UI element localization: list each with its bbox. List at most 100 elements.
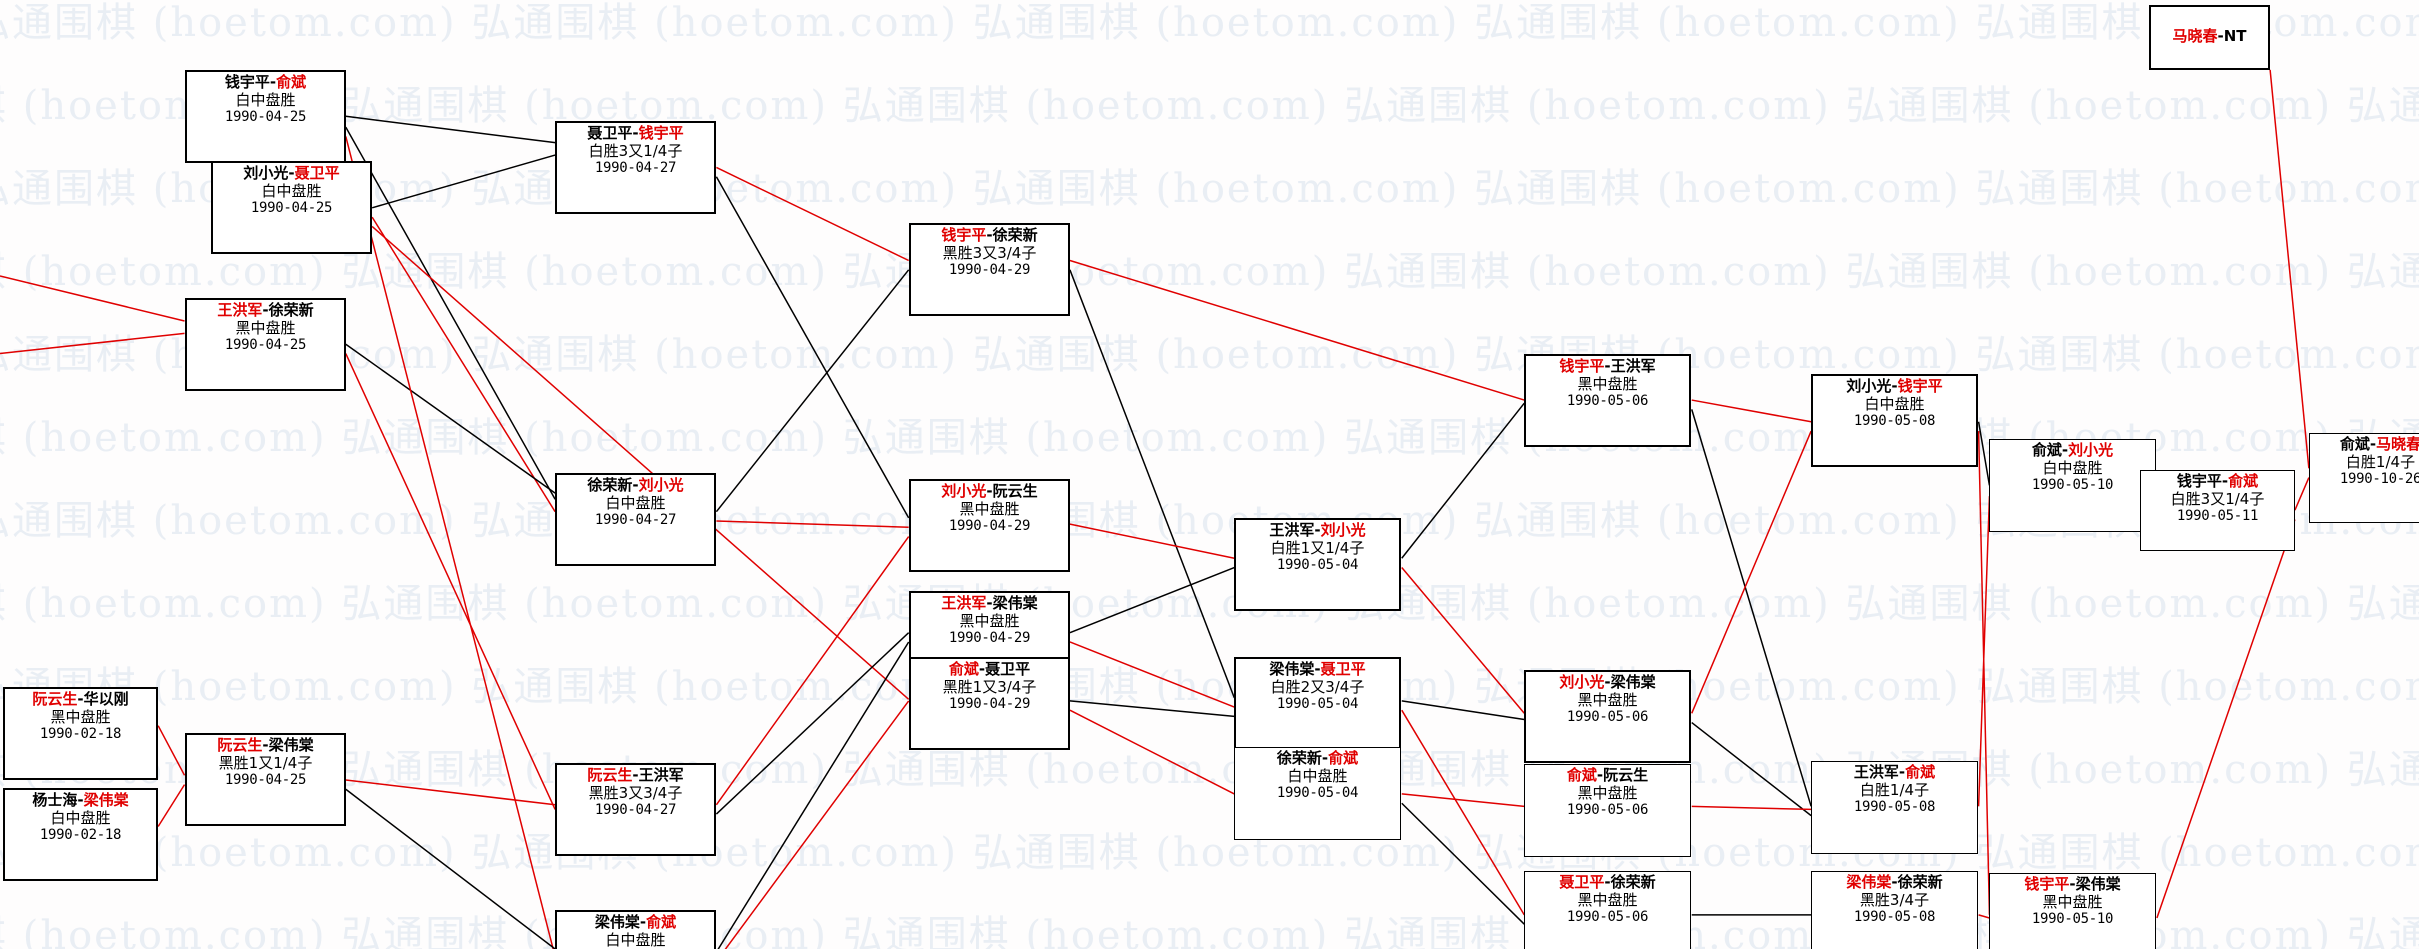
match-date: 1990-05-11 xyxy=(2176,508,2259,525)
match-date: 1990-05-04 xyxy=(1276,785,1359,802)
bracket-edge xyxy=(1979,496,1990,806)
match-node[interactable]: 刘小光-钱宇平 白中盘胜 1990-05-08 xyxy=(1811,374,1978,467)
player-separator: - xyxy=(639,913,647,931)
winner-name: 刘小光 xyxy=(2068,441,2114,459)
winner-name: 钱宇平 xyxy=(1897,377,1943,395)
match-node[interactable]: 刘小光-梁伟棠 黑中盘胜 1990-05-06 xyxy=(1524,670,1691,763)
loser-name: NT xyxy=(2223,27,2247,46)
bracket-edge xyxy=(1979,422,1990,486)
bracket-edge xyxy=(346,344,555,493)
match-node[interactable]: 聂卫平-徐荣新 黑中盘胜 1990-05-06 xyxy=(1524,871,1691,949)
winner-name: 刘小光 xyxy=(638,476,684,494)
match-result: 白胜3又1/4子 xyxy=(2170,489,2265,508)
match-date: 1990-04-25 xyxy=(224,337,307,354)
match-node[interactable]: 徐荣新-刘小光 白中盘胜 1990-04-27 xyxy=(555,473,716,566)
match-date: 1990-05-08 xyxy=(1853,413,1936,430)
winner-name: 刘小光 xyxy=(1559,673,1605,691)
loser-name: 聂卫平 xyxy=(985,660,1031,678)
player-separator: - xyxy=(1321,749,1329,767)
bracket-edge xyxy=(716,521,908,527)
match-date: 1990-05-10 xyxy=(2031,911,2114,928)
match-node[interactable]: 聂卫平-钱宇平 白胜3又1/4子 1990-04-27 xyxy=(555,121,716,214)
winner-name: 聂卫平 xyxy=(1320,660,1366,678)
match-node[interactable]: 杨士海-梁伟棠 白中盘胜 1990-02-18 xyxy=(3,788,158,881)
match-node[interactable]: 梁伟棠-聂卫平 白胜2又3/4子 1990-05-04 xyxy=(1234,657,1401,750)
match-node[interactable]: 阮云生-王洪军 黑胜3又3/4子 1990-04-27 xyxy=(555,763,716,856)
match-players: 聂卫平-徐荣新 xyxy=(1529,873,1686,892)
watermark-text: 弘通围棋 (hoetom.com) 弘通围棋 (hoetom.com) 弘通围棋… xyxy=(0,83,2419,129)
bracket-edge xyxy=(1070,568,1234,633)
match-date: 1990-05-04 xyxy=(1276,557,1359,574)
match-date: 1990-04-27 xyxy=(594,802,677,819)
loser-name: 俞斌 xyxy=(2339,435,2370,453)
winner-name: 俞斌 xyxy=(2228,472,2259,490)
winner-name: 钱宇平 xyxy=(638,124,684,142)
bracket-edge xyxy=(716,537,908,805)
match-date: 1990-05-04 xyxy=(1276,696,1359,713)
match-players: 阮云生-华以刚 xyxy=(9,690,152,709)
bracket-edge xyxy=(2295,478,2309,511)
match-players: 钱宇平-王洪军 xyxy=(1530,357,1685,376)
match-date: 1990-05-06 xyxy=(1566,393,1649,410)
match-node[interactable]: 王洪军-俞斌 白胜1/4子 1990-05-08 xyxy=(1811,761,1978,854)
player-separator: - xyxy=(288,164,295,182)
match-node[interactable]: 钱宇平-俞斌 白中盘胜 1990-04-25 xyxy=(185,70,346,163)
match-date: 1990-04-29 xyxy=(948,518,1031,535)
match-node[interactable]: 钱宇平-俞斌 白胜3又1/4子 1990-05-11 xyxy=(2140,470,2295,551)
bracket-edge xyxy=(0,333,185,353)
match-result: 黑中盘胜 xyxy=(2042,892,2103,911)
player-separator: - xyxy=(1891,377,1898,395)
loser-name: 王洪军 xyxy=(1269,521,1315,539)
match-node[interactable]: 王洪军-刘小光 白胜1又1/4子 1990-05-04 xyxy=(1234,518,1401,611)
match-node[interactable]: 马晓春-NT xyxy=(2149,5,2270,70)
bracket-edge xyxy=(1402,403,1524,558)
match-result: 白中盘胜 xyxy=(605,493,666,512)
winner-name: 俞斌 xyxy=(1566,766,1597,784)
match-node[interactable]: 钱宇平-徐荣新 黑胜3又3/4子 1990-04-29 xyxy=(909,223,1070,316)
match-node[interactable]: 钱宇平-梁伟棠 黑中盘胜 1990-05-10 xyxy=(1989,873,2156,949)
bracket-edge xyxy=(1070,642,1234,707)
match-result: 白胜1/4子 xyxy=(1859,780,1930,799)
bracket-edge xyxy=(1979,915,1990,918)
bracket-edge xyxy=(716,633,908,814)
match-node[interactable]: 刘小光-聂卫平 白中盘胜 1990-04-25 xyxy=(211,161,372,254)
bracket-edge xyxy=(1402,701,1524,720)
match-node[interactable]: 阮云生-梁伟棠 黑胜1又1/4子 1990-04-25 xyxy=(185,733,346,826)
match-date: 1990-04-29 xyxy=(948,696,1031,713)
match-node[interactable]: 钱宇平-王洪军 黑中盘胜 1990-05-06 xyxy=(1524,354,1691,447)
loser-name: 阮云生 xyxy=(1603,766,1649,784)
match-node[interactable]: 俞斌-阮云生 黑中盘胜 1990-05-06 xyxy=(1524,764,1691,857)
match-node[interactable]: 徐荣新-俞斌 白中盘胜 1990-05-04 xyxy=(1234,747,1401,840)
player-separator: - xyxy=(986,226,993,244)
match-date: 1990-05-08 xyxy=(1853,909,1936,926)
bracket-edge xyxy=(346,127,555,499)
match-date: 1990-05-06 xyxy=(1566,909,1649,926)
loser-name: 徐荣新 xyxy=(1610,873,1656,891)
match-node[interactable]: 王洪军-徐荣新 黑中盘胜 1990-04-25 xyxy=(185,298,346,391)
bracket-edge xyxy=(716,701,908,949)
match-result: 白中盘胜 xyxy=(2042,458,2103,477)
bracket-edge xyxy=(716,642,908,949)
player-separator: - xyxy=(632,124,639,142)
winner-name: 刘小光 xyxy=(1320,521,1366,539)
match-node[interactable]: 梁伟棠-徐荣新 黑胜3/4子 1990-05-08 xyxy=(1811,871,1978,949)
loser-name: 梁伟棠 xyxy=(268,736,314,754)
match-node[interactable]: 俞斌-刘小光 白中盘胜 1990-05-10 xyxy=(1989,439,2156,532)
match-date: 1990-05-08 xyxy=(1853,799,1936,816)
match-date: 1990-04-27 xyxy=(594,160,677,177)
match-date: 1990-04-25 xyxy=(224,772,307,789)
player-separator: - xyxy=(269,73,277,91)
match-result: 白中盘胜 xyxy=(1864,394,1925,413)
bracket-edge xyxy=(346,780,555,805)
bracket-edge xyxy=(1692,723,1811,816)
match-date: 1990-05-06 xyxy=(1566,709,1649,726)
match-players: 王洪军-刘小光 xyxy=(1240,521,1395,540)
match-node[interactable]: 阮云生-华以刚 黑中盘胜 1990-02-18 xyxy=(3,687,158,780)
match-node[interactable]: 刘小光-阮云生 黑中盘胜 1990-04-29 xyxy=(909,479,1070,572)
player-separator: - xyxy=(1604,873,1611,891)
match-node[interactable]: 俞斌-马晓春 白胜1/4子 1990-10-26 xyxy=(2309,433,2419,523)
match-result: 黑胜1又1/4子 xyxy=(218,753,313,772)
match-node[interactable]: 俞斌-聂卫平 黑胜1又3/4子 1990-04-29 xyxy=(909,657,1070,750)
match-date: 1990-04-29 xyxy=(948,630,1031,647)
